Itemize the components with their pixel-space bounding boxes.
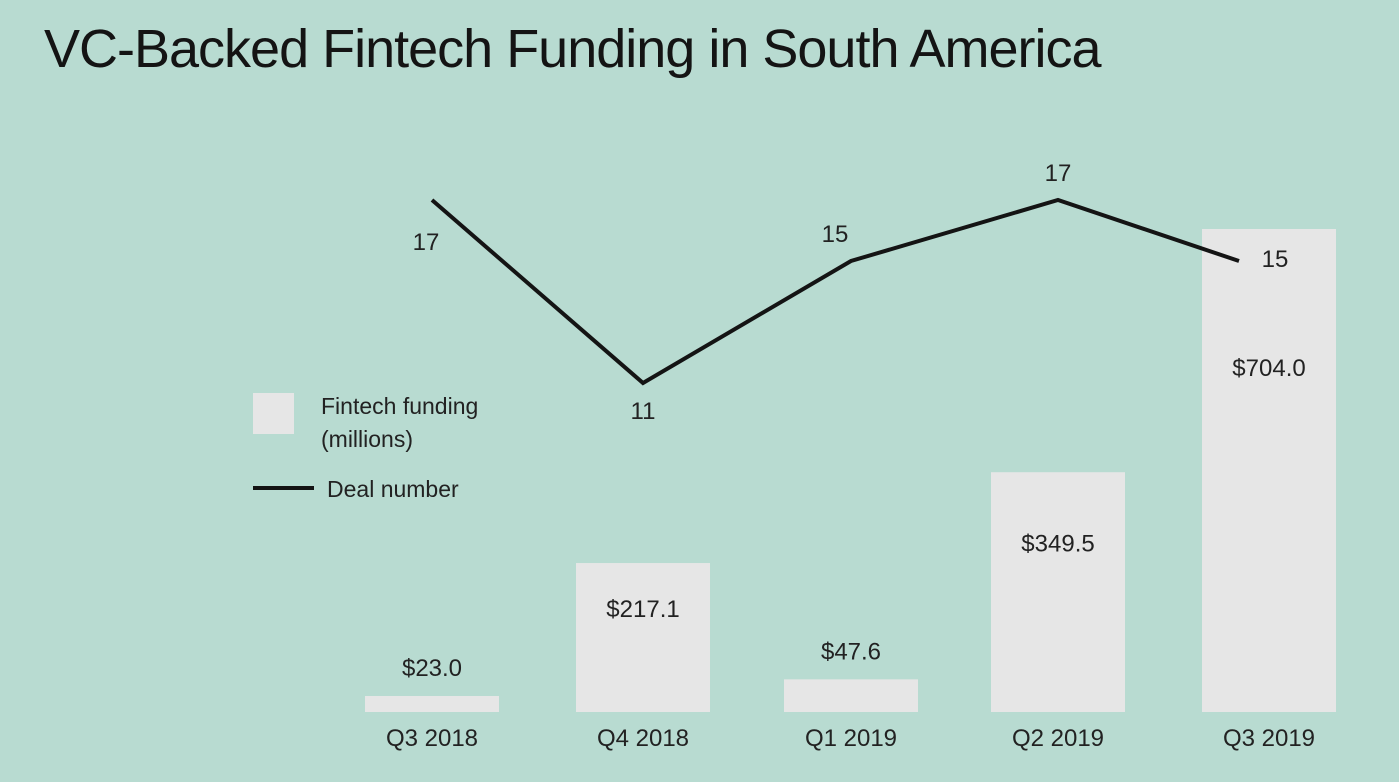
line-series: [430, 197, 1240, 386]
x-tick-label: Q4 2018: [597, 725, 689, 752]
line-point-labels: 17 11 15 17 15: [413, 160, 1289, 425]
bar-value-label: $704.0: [1232, 355, 1305, 382]
deal-number-label: 15: [822, 221, 849, 248]
x-axis-tick-labels: Q3 2018 Q4 2018 Q1 2019 Q2 2019 Q3 2019: [386, 725, 1315, 752]
deal-number-label: 17: [413, 229, 440, 256]
chart-title: VC-Backed Fintech Funding in South Ameri…: [44, 19, 1102, 79]
legend-label-funding: (millions): [321, 426, 413, 452]
bar-value-label: $23.0: [402, 655, 462, 682]
deal-number-line: [430, 197, 1240, 386]
legend: Fintech funding (millions) Deal number: [253, 393, 478, 502]
bar-q3-2019: [1202, 229, 1336, 712]
x-tick-label: Q1 2019: [805, 725, 897, 752]
x-tick-label: Q2 2019: [1012, 725, 1104, 752]
bar-q2-2019: [991, 472, 1125, 712]
deal-number-label: 11: [631, 398, 656, 425]
deal-number-label: 15: [1262, 246, 1289, 273]
bar-value-label: $47.6: [821, 638, 881, 665]
bar-q1-2019: [784, 679, 918, 712]
bar-q4-2018: [576, 563, 710, 712]
bar-value-label: $349.5: [1021, 530, 1094, 557]
bar-value-label: $217.1: [606, 596, 679, 623]
bar-value-labels: $23.0 $217.1 $47.6 $349.5 $704.0: [402, 355, 1306, 682]
bar-series: [365, 229, 1336, 712]
legend-swatch-funding: [253, 393, 294, 434]
bar-q3-2018: [365, 696, 499, 712]
x-tick-label: Q3 2018: [386, 725, 478, 752]
legend-label-funding: Fintech funding: [321, 393, 478, 419]
x-tick-label: Q3 2019: [1223, 725, 1315, 752]
deal-number-label: 17: [1045, 160, 1072, 187]
legend-label-deals: Deal number: [327, 476, 459, 502]
